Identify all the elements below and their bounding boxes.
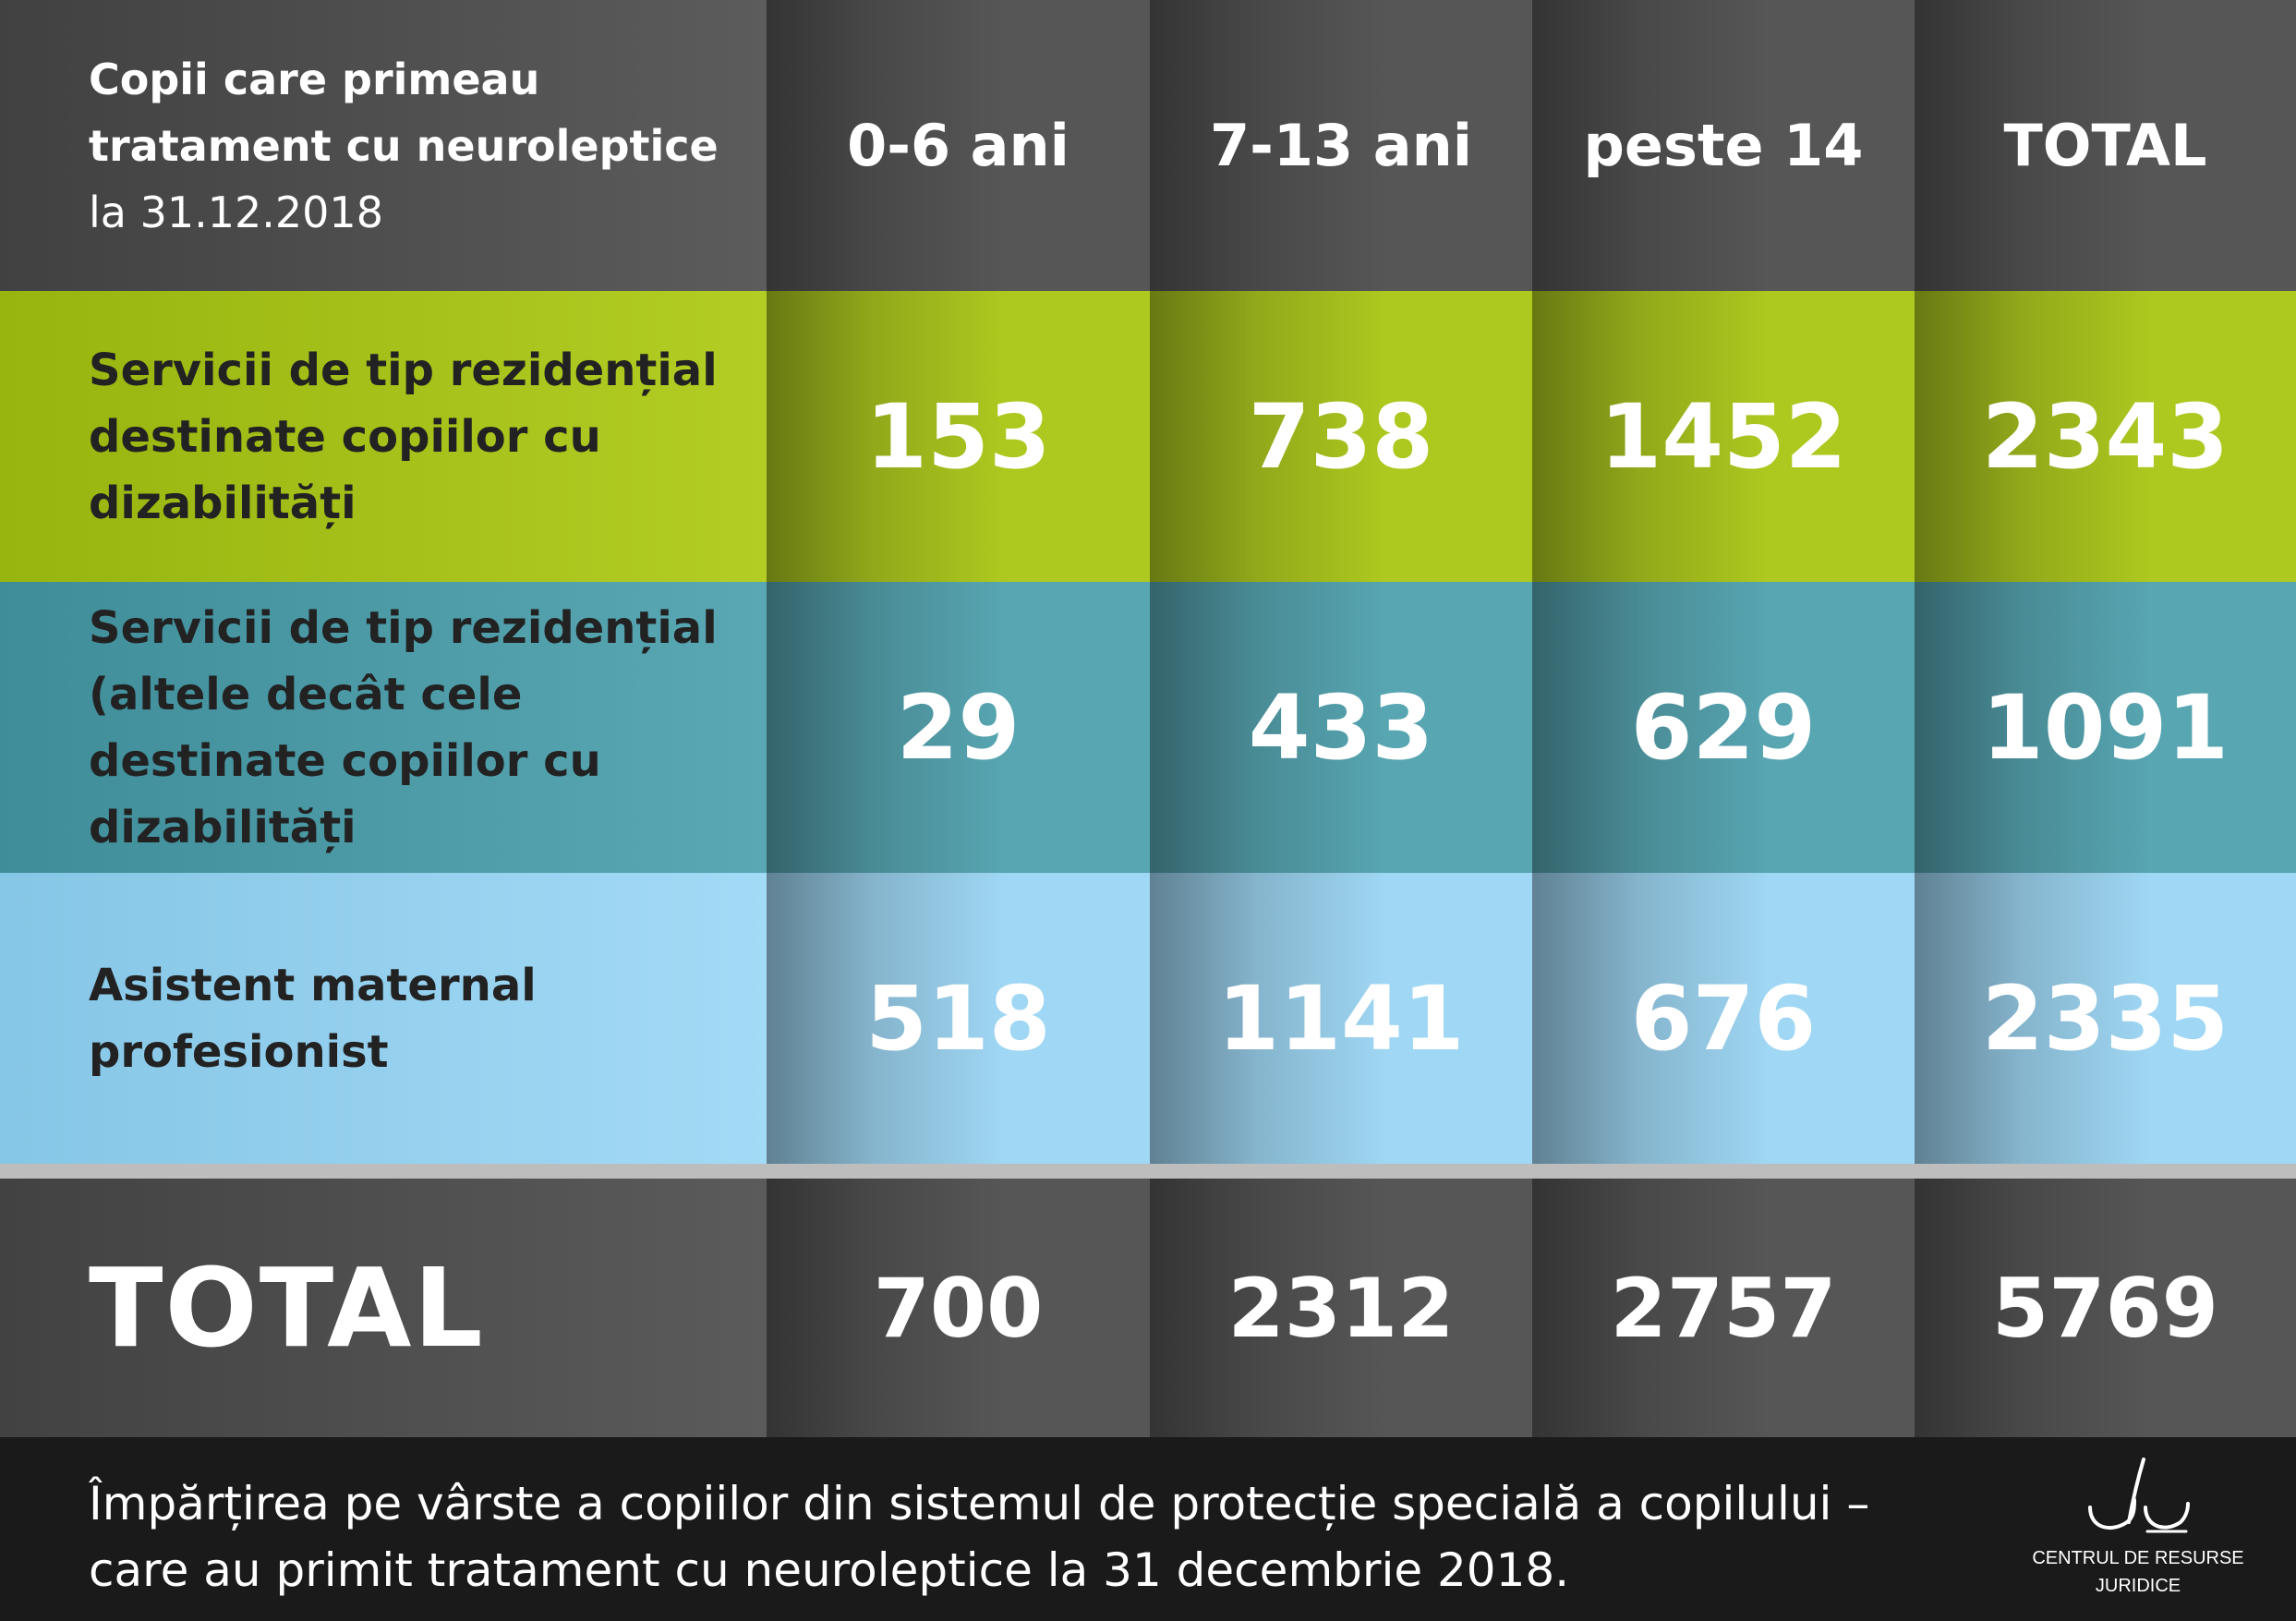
value-cell: 153 (767, 291, 1150, 582)
value-residential-other-0-6: 29 (896, 675, 1021, 780)
column-header-total: TOTAL (2003, 112, 2207, 179)
table-row-foster-care: Asistent maternal profesionist 518 1141 … (0, 873, 2296, 1164)
value-residential-disability-14-plus: 1452 (1600, 384, 1847, 489)
total-label: TOTAL (89, 1244, 485, 1372)
row-label-cell: Servicii de tip rezidențial destinate co… (0, 291, 767, 582)
logo-text-line-2: JURIDICE (2095, 1576, 2181, 1596)
table-title-line-1: Copii care primeau (89, 54, 540, 104)
value-cell: 738 (1150, 291, 1532, 582)
value-foster-care-0-6: 518 (865, 966, 1051, 1071)
table-title-line-3: la 31.12.2018 (89, 187, 383, 237)
value-cell: 629 (1532, 582, 1915, 873)
value-residential-other-total: 1091 (1981, 675, 2230, 780)
footer: Împărțirea pe vârste a copiilor din sist… (0, 1437, 2296, 1621)
value-cell: 1452 (1532, 291, 1915, 582)
column-header-0-6: 0-6 ani (847, 112, 1069, 179)
value-residential-disability-7-13: 738 (1248, 384, 1434, 489)
divider (0, 1164, 2296, 1179)
total-value-14-plus: 2757 (1610, 1260, 1837, 1356)
value-residential-other-7-13: 433 (1248, 675, 1434, 780)
value-cell: 2335 (1915, 873, 2296, 1164)
total-value-cell: 5769 (1915, 1179, 2296, 1437)
column-header-7-13: 7-13 ani (1210, 112, 1472, 179)
total-value-0-6: 700 (873, 1260, 1044, 1356)
column-header-cell: TOTAL (1915, 0, 2296, 291)
value-foster-care-total: 2335 (1981, 966, 2230, 1071)
value-residential-other-14-plus: 629 (1630, 675, 1817, 780)
value-cell: 433 (1150, 582, 1532, 873)
total-value-total: 5769 (1992, 1260, 2218, 1356)
value-foster-care-7-13: 1141 (1217, 966, 1465, 1071)
table-title: Copii care primeau tratament cu neurolep… (89, 46, 719, 246)
logo-text: CENTRUL DE RESURSE JURIDICE (2032, 1544, 2244, 1600)
total-label-cell: TOTAL (0, 1179, 767, 1437)
header-row: Copii care primeau tratament cu neurolep… (0, 0, 2296, 291)
value-foster-care-14-plus: 676 (1630, 966, 1817, 1071)
row-label-cell: Asistent maternal profesionist (0, 873, 767, 1164)
column-header-cell: peste 14 (1532, 0, 1915, 291)
value-cell: 1091 (1915, 582, 2296, 873)
total-value-cell: 2312 (1150, 1179, 1532, 1437)
value-cell: 2343 (1915, 291, 2296, 582)
value-cell: 676 (1532, 873, 1915, 1164)
value-cell: 1141 (1150, 873, 1532, 1164)
logo: CENTRUL DE RESURSE JURIDICE (2032, 1456, 2244, 1613)
caption-line-1: Împărțirea pe vârste a copiilor din sist… (89, 1477, 1870, 1530)
caption-line-2: care au primit tratament cu neuroleptice… (89, 1543, 1570, 1597)
value-cell: 29 (767, 582, 1150, 873)
value-residential-disability-0-6: 153 (865, 384, 1051, 489)
total-value-cell: 700 (767, 1179, 1150, 1437)
row-label-foster-care: Asistent maternal profesionist (89, 959, 537, 1078)
column-header-cell: 0-6 ani (767, 0, 1150, 291)
row-label-residential-other: Servicii de tip rezidențial (altele decâ… (89, 601, 718, 853)
column-header-14-plus: peste 14 (1583, 112, 1864, 179)
value-residential-disability-total: 2343 (1981, 384, 2230, 489)
column-header-cell: 7-13 ani (1150, 0, 1532, 291)
row-label-residential-disability: Servicii de tip rezidențial destinate co… (89, 344, 718, 529)
value-cell: 518 (767, 873, 1150, 1164)
table-title-line-2: tratament cu neuroleptice (89, 120, 719, 171)
crj-logo-icon (2088, 1458, 2190, 1533)
table-title-cell: Copii care primeau tratament cu neurolep… (0, 0, 767, 291)
table-row-total: TOTAL 700 2312 2757 5769 (0, 1179, 2296, 1437)
total-value-cell: 2757 (1532, 1179, 1915, 1437)
table-row-residential-other: Servicii de tip rezidențial (altele decâ… (0, 582, 2296, 873)
caption: Împărțirea pe vârste a copiilor din sist… (89, 1470, 1936, 1603)
logo-text-line-1: CENTRUL DE RESURSE (2032, 1548, 2244, 1568)
table-row-residential-disability: Servicii de tip rezidențial destinate co… (0, 291, 2296, 582)
total-value-7-13: 2312 (1227, 1260, 1455, 1356)
row-label-cell: Servicii de tip rezidențial (altele decâ… (0, 582, 767, 873)
